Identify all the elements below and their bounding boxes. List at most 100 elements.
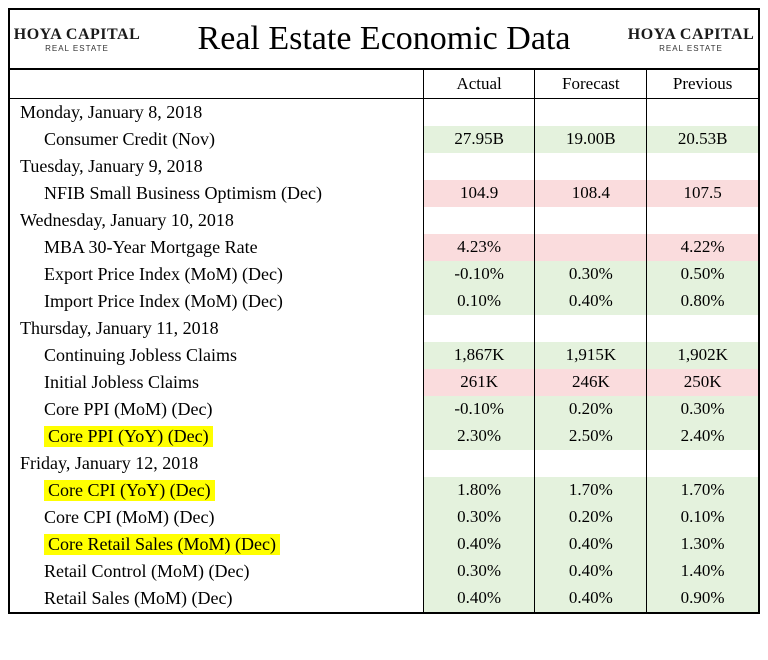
row-label: Thursday, January 11, 2018 <box>10 315 423 342</box>
previous-cell: 0.90% <box>647 585 758 612</box>
forecast-cell: 0.40% <box>535 585 647 612</box>
actual-cell: 1,867K <box>423 342 535 369</box>
previous-cell: 0.10% <box>647 504 758 531</box>
row-label: Core PPI (YoY) (Dec) <box>10 423 423 450</box>
actual-cell: 2.30% <box>423 423 535 450</box>
previous-cell: 0.80% <box>647 288 758 315</box>
forecast-cell: 2.50% <box>535 423 647 450</box>
table-row: Continuing Jobless Claims1,867K1,915K1,9… <box>10 342 758 369</box>
table-row: Export Price Index (MoM) (Dec)-0.10%0.30… <box>10 261 758 288</box>
day-row: Wednesday, January 10, 2018 <box>10 207 758 234</box>
day-row: Monday, January 8, 2018 <box>10 99 758 126</box>
table-row: Core CPI (MoM) (Dec)0.30%0.20%0.10% <box>10 504 758 531</box>
previous-cell <box>647 153 758 180</box>
logo-sub-text: REAL ESTATE <box>659 44 723 53</box>
report-container: HOYA CAPITAL REAL ESTATE Real Estate Eco… <box>8 8 760 614</box>
forecast-cell: 0.40% <box>535 558 647 585</box>
row-label: Core CPI (MoM) (Dec) <box>10 504 423 531</box>
table-row: MBA 30-Year Mortgage Rate4.23% 4.22% <box>10 234 758 261</box>
forecast-cell <box>535 153 647 180</box>
forecast-cell: 246K <box>535 369 647 396</box>
highlighted-label: Core Retail Sales (MoM) (Dec) <box>44 534 280 555</box>
actual-cell <box>423 99 535 126</box>
forecast-cell: 0.40% <box>535 288 647 315</box>
row-label: Initial Jobless Claims <box>10 369 423 396</box>
logo-left: HOYA CAPITAL REAL ESTATE <box>22 26 132 53</box>
row-label: Friday, January 12, 2018 <box>10 450 423 477</box>
table-row: Retail Sales (MoM) (Dec)0.40%0.40%0.90% <box>10 585 758 612</box>
row-label: Wednesday, January 10, 2018 <box>10 207 423 234</box>
actual-cell: -0.10% <box>423 261 535 288</box>
logo-right: HOYA CAPITAL REAL ESTATE <box>636 26 746 53</box>
logo-main-text: HOYA CAPITAL <box>14 26 140 44</box>
actual-cell <box>423 207 535 234</box>
previous-cell <box>647 207 758 234</box>
actual-cell: 0.40% <box>423 585 535 612</box>
title-bar: HOYA CAPITAL REAL ESTATE Real Estate Eco… <box>10 10 758 70</box>
table-row: Import Price Index (MoM) (Dec)0.10%0.40%… <box>10 288 758 315</box>
forecast-cell: 0.20% <box>535 504 647 531</box>
actual-cell <box>423 153 535 180</box>
table-row: Core CPI (YoY) (Dec)1.80%1.70%1.70% <box>10 477 758 504</box>
row-label: Tuesday, January 9, 2018 <box>10 153 423 180</box>
previous-cell: 1.40% <box>647 558 758 585</box>
table-row: Core PPI (MoM) (Dec)-0.10%0.20%0.30% <box>10 396 758 423</box>
actual-cell: 0.30% <box>423 558 535 585</box>
header-row: Actual Forecast Previous <box>10 70 758 99</box>
forecast-cell <box>535 315 647 342</box>
header-blank <box>10 70 423 99</box>
previous-cell <box>647 99 758 126</box>
row-label: Continuing Jobless Claims <box>10 342 423 369</box>
logo-main-text: HOYA CAPITAL <box>628 26 754 44</box>
actual-cell: 0.30% <box>423 504 535 531</box>
previous-cell <box>647 450 758 477</box>
actual-cell: 261K <box>423 369 535 396</box>
table-row: Initial Jobless Claims261K246K250K <box>10 369 758 396</box>
actual-cell: 4.23% <box>423 234 535 261</box>
previous-cell: 2.40% <box>647 423 758 450</box>
previous-cell: 0.30% <box>647 396 758 423</box>
previous-cell: 4.22% <box>647 234 758 261</box>
forecast-cell <box>535 207 647 234</box>
row-label: Consumer Credit (Nov) <box>10 126 423 153</box>
data-table: Actual Forecast Previous Monday, January… <box>10 70 758 612</box>
actual-cell <box>423 450 535 477</box>
actual-cell: 0.40% <box>423 531 535 558</box>
page-title: Real Estate Economic Data <box>132 20 636 58</box>
header-actual: Actual <box>423 70 535 99</box>
actual-cell: 1.80% <box>423 477 535 504</box>
day-row: Friday, January 12, 2018 <box>10 450 758 477</box>
forecast-cell: 0.30% <box>535 261 647 288</box>
forecast-cell <box>535 99 647 126</box>
actual-cell <box>423 315 535 342</box>
row-label: NFIB Small Business Optimism (Dec) <box>10 180 423 207</box>
actual-cell: 27.95B <box>423 126 535 153</box>
previous-cell: 1.30% <box>647 531 758 558</box>
forecast-cell: 108.4 <box>535 180 647 207</box>
previous-cell: 1,902K <box>647 342 758 369</box>
table-row: Core PPI (YoY) (Dec) 2.30%2.50%2.40% <box>10 423 758 450</box>
forecast-cell: 0.40% <box>535 531 647 558</box>
row-label: Import Price Index (MoM) (Dec) <box>10 288 423 315</box>
previous-cell <box>647 315 758 342</box>
actual-cell: 104.9 <box>423 180 535 207</box>
forecast-cell: 19.00B <box>535 126 647 153</box>
row-label: Export Price Index (MoM) (Dec) <box>10 261 423 288</box>
forecast-cell: 1.70% <box>535 477 647 504</box>
row-label: MBA 30-Year Mortgage Rate <box>10 234 423 261</box>
previous-cell: 250K <box>647 369 758 396</box>
row-label: Retail Sales (MoM) (Dec) <box>10 585 423 612</box>
highlighted-label: Core CPI (YoY) (Dec) <box>44 480 215 501</box>
actual-cell: 0.10% <box>423 288 535 315</box>
forecast-cell <box>535 450 647 477</box>
row-label: Monday, January 8, 2018 <box>10 99 423 126</box>
actual-cell: -0.10% <box>423 396 535 423</box>
table-body: Monday, January 8, 2018Consumer Credit (… <box>10 99 758 612</box>
row-label: Core CPI (YoY) (Dec) <box>10 477 423 504</box>
highlighted-label: Core PPI (YoY) (Dec) <box>44 426 213 447</box>
forecast-cell <box>535 234 647 261</box>
row-label: Core Retail Sales (MoM) (Dec) <box>10 531 423 558</box>
table-row: Core Retail Sales (MoM) (Dec)0.40%0.40%1… <box>10 531 758 558</box>
previous-cell: 20.53B <box>647 126 758 153</box>
header-forecast: Forecast <box>535 70 647 99</box>
